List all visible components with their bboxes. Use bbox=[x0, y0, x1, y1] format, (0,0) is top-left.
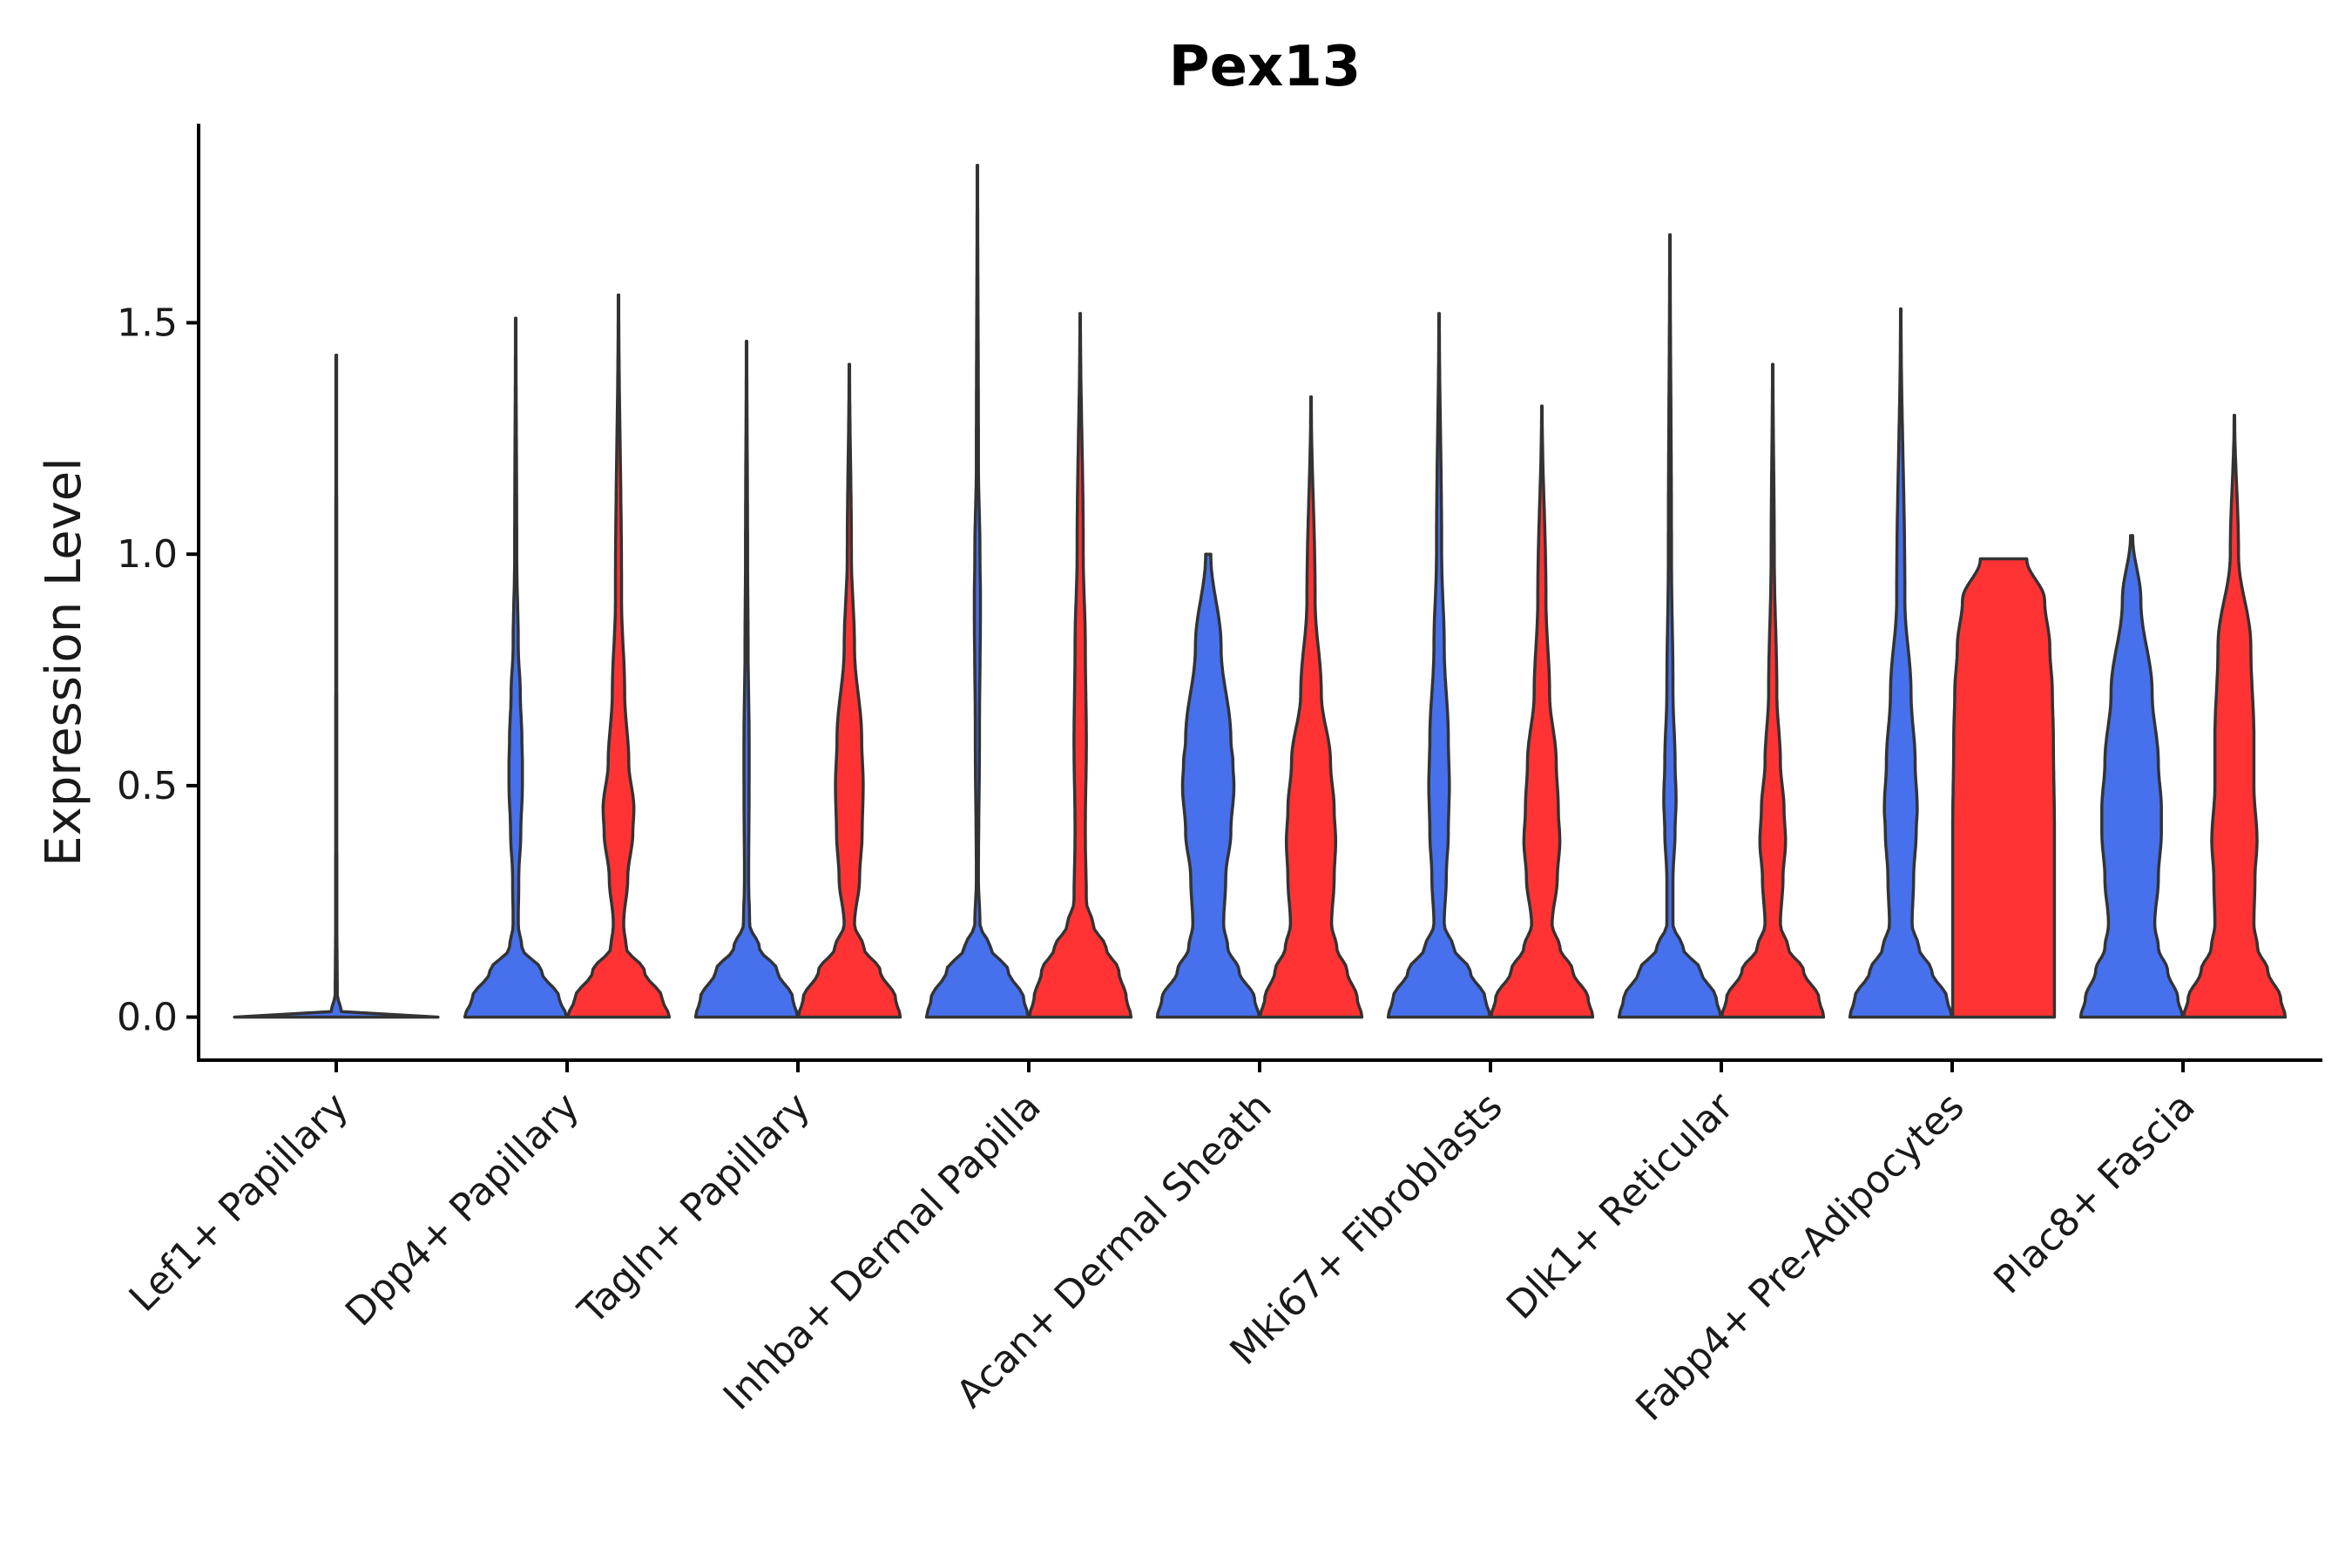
violin-3-series-1 bbox=[1027, 312, 1133, 1019]
violin-8-series-1 bbox=[2181, 414, 2288, 1019]
violin-5-series-1 bbox=[1489, 404, 1595, 1019]
violin-4-series-1 bbox=[1258, 395, 1364, 1019]
violin-5-series-0 bbox=[1386, 312, 1492, 1019]
y-tick-label: 1.0 bbox=[117, 532, 178, 577]
chart-title: Pex13 bbox=[1169, 35, 1362, 99]
violin-3-series-0 bbox=[924, 164, 1031, 1019]
x-tick-label: Tagln+ Papillary bbox=[570, 1085, 819, 1334]
x-tick-label: Dlk1+ Reticular bbox=[1498, 1084, 1743, 1328]
y-axis-label: Expression Level bbox=[36, 457, 92, 867]
violin-2-series-1 bbox=[796, 362, 902, 1019]
violin-7-series-0 bbox=[1848, 307, 1954, 1019]
x-tick-label: Lef1+ Papillary bbox=[121, 1085, 357, 1321]
x-tick-label: Plac8+ Fascia bbox=[1985, 1085, 2204, 1303]
violin-1-series-0 bbox=[463, 316, 569, 1019]
y-tick-label: 1.5 bbox=[117, 301, 178, 345]
violin-2-series-0 bbox=[693, 340, 800, 1019]
y-ticks: 0.0 0.5 1.0 1.5 bbox=[117, 301, 199, 1040]
violin-8-series-0 bbox=[2078, 534, 2185, 1019]
violin-6-series-1 bbox=[1720, 362, 1826, 1019]
x-tick-label: Dpp4+ Papillary bbox=[337, 1085, 588, 1335]
violin-7-series-1 bbox=[1950, 557, 2057, 1019]
y-tick-label: 0.5 bbox=[117, 764, 178, 808]
violin-0-single bbox=[233, 353, 440, 1019]
y-tick-label: 0.0 bbox=[117, 996, 178, 1040]
violin-1-series-1 bbox=[565, 293, 672, 1019]
violin-group bbox=[233, 164, 2288, 1019]
violin-6-series-0 bbox=[1617, 233, 1723, 1019]
violin-4-series-0 bbox=[1155, 552, 1261, 1019]
